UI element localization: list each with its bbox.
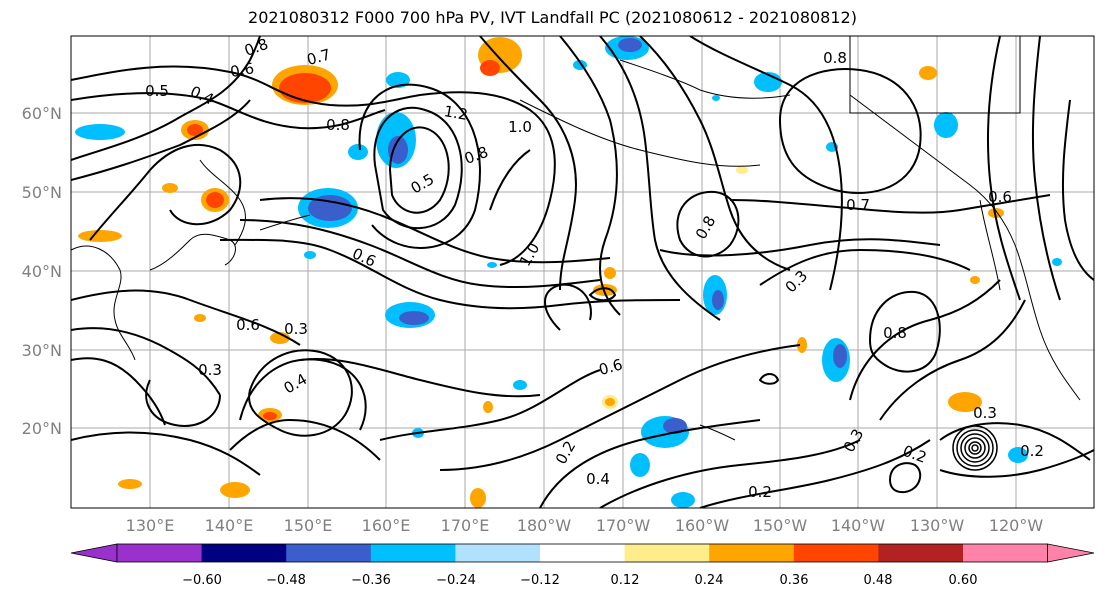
colorbar-extend-high: [1047, 543, 1095, 563]
contour-label: 0.6: [236, 316, 260, 334]
lat-label-20n: 20°N: [22, 419, 62, 438]
colorbar-tick-5: −0.12: [520, 573, 560, 588]
contour-label: 1.2: [443, 102, 470, 124]
colorbar-segment: [117, 544, 203, 562]
contour-label: 0.2: [1020, 442, 1044, 460]
colorbar-tick-8: 0.36: [780, 573, 809, 588]
colorbar-segment: [370, 544, 456, 562]
colorbar-segment: [455, 544, 541, 562]
lon-labels: 130°E 140°E 150°E 160°E 170°E 180°W 170°…: [126, 516, 1044, 535]
map-title: 2021080312 F000 700 hPa PV, IVT Landfall…: [248, 8, 857, 27]
lat-labels: 60°N 50°N 40°N 30°N 20°N: [22, 104, 62, 438]
colorbar-segment: [709, 544, 795, 562]
lon-label-170w: 170°W: [596, 516, 651, 535]
colorbar-segment: [624, 544, 710, 562]
coastlines: [71, 36, 1081, 441]
contour-label: 0.3: [973, 404, 997, 422]
contour-label: 0.3: [198, 361, 222, 379]
lon-label-140e: 140°E: [205, 516, 254, 535]
contour-label: 1.0: [508, 118, 532, 136]
colorbar-frame: [116, 543, 1048, 563]
colorbar-tick-4: −0.24: [436, 573, 476, 588]
map-panel: 0.8 0.70.60.5 0.40.81.21.00.80.50.6 1.00.80…: [70, 35, 1095, 509]
colorbar-tick-7: 0.24: [695, 573, 724, 588]
lon-label-120w: 120°W: [989, 516, 1044, 535]
colorbar-segment: [201, 544, 287, 562]
contours: [71, 36, 1094, 508]
contour-label: 0.6: [988, 188, 1012, 206]
contour-label: 0.4: [586, 470, 610, 488]
colorbar-extend-low: [70, 543, 118, 563]
colorbar-tick-10: 0.60: [949, 573, 978, 588]
colorbar-segment: [286, 544, 372, 562]
colorbar-tick-1: −0.60: [182, 573, 222, 588]
lon-label-150e: 150°E: [284, 516, 333, 535]
lat-label-60n: 60°N: [22, 104, 62, 123]
lon-label-130w: 130°W: [910, 516, 965, 535]
colorbar-tick-2: −0.48: [266, 573, 306, 588]
colorbar: −0.60 −0.48 −0.36 −0.24 −0.12 0.12 0.24 …: [70, 543, 1095, 588]
contour-label: 0.8: [823, 49, 847, 67]
lon-label-170e: 170°E: [441, 516, 490, 535]
contour-label: 0.7: [846, 196, 870, 214]
contour-label: 0.6: [229, 59, 256, 81]
map-frame: [70, 35, 1095, 509]
colorbar-segment: [878, 544, 964, 562]
lat-label-50n: 50°N: [22, 183, 62, 202]
contour-label: 0.5: [145, 82, 169, 100]
lat-label-40n: 40°N: [22, 262, 62, 281]
colorbar-tick-9: 0.48: [864, 573, 893, 588]
colorbar-segment: [540, 544, 626, 562]
colorbar-tick-6: 0.12: [611, 573, 640, 588]
colorbar-segment: [793, 544, 879, 562]
lon-label-130e: 130°E: [126, 516, 175, 535]
contour-label: 0.7: [305, 45, 333, 69]
lon-label-160w: 160°W: [675, 516, 730, 535]
colorbar-ticks: −0.60 −0.48 −0.36 −0.24 −0.12 0.12 0.24 …: [182, 573, 977, 588]
contour-label: 0.8: [326, 116, 350, 134]
contour-label: 0.2: [748, 483, 772, 501]
colorbar-segment: [963, 544, 1049, 562]
contour-label: 0.3: [284, 320, 308, 338]
lon-label-160e: 160°E: [362, 516, 411, 535]
colorbar-segments: [70, 543, 1095, 563]
lat-label-30n: 30°N: [22, 341, 62, 360]
lon-label-150w: 150°W: [753, 516, 808, 535]
lon-label-180w: 180°W: [517, 516, 572, 535]
lon-label-140w: 140°W: [831, 516, 886, 535]
colorbar-tick-3: −0.36: [351, 573, 391, 588]
contour-label: 0.8: [883, 324, 907, 342]
contour-label: 0.6: [597, 355, 625, 379]
vortex-contours: [952, 425, 998, 471]
pv-shading: [75, 36, 1062, 508]
